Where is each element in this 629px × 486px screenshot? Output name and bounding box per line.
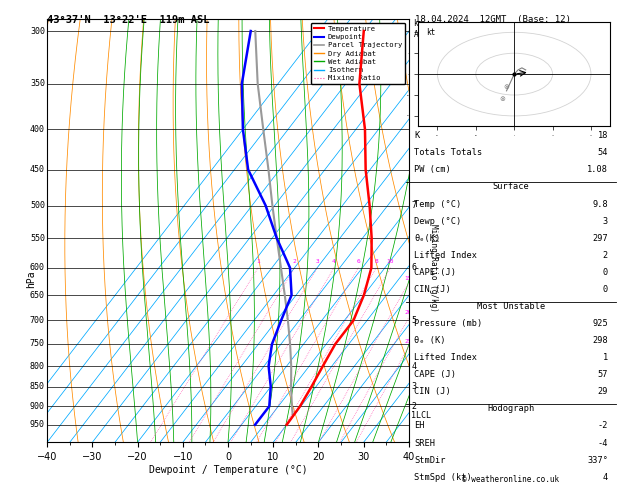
Text: 9.8: 9.8 [593,200,608,208]
Text: 350: 350 [30,79,45,88]
Text: Lifted Index: Lifted Index [414,251,477,260]
Text: 15: 15 [404,276,411,281]
Text: 29: 29 [598,387,608,396]
Text: 20: 20 [404,310,412,315]
Text: 6: 6 [411,263,416,272]
Text: -4: -4 [598,438,608,448]
Text: 300: 300 [30,27,45,35]
Text: 2: 2 [603,251,608,260]
Text: Dewp (°C): Dewp (°C) [414,217,462,226]
Text: K: K [414,131,420,140]
Text: 750: 750 [30,340,45,348]
Text: 500: 500 [30,201,45,210]
Text: km
ASL: km ASL [413,19,427,39]
Text: 297: 297 [593,234,608,243]
Text: 18: 18 [598,131,608,140]
Text: Mixing Ratio (g/kg): Mixing Ratio (g/kg) [429,224,438,312]
Text: 900: 900 [30,402,45,411]
Text: 7: 7 [411,201,416,210]
Text: 950: 950 [30,420,45,429]
Text: ⊗: ⊗ [500,96,506,102]
Text: Most Unstable: Most Unstable [477,302,545,311]
Text: -2: -2 [598,421,608,431]
Text: 650: 650 [30,291,45,299]
Text: Surface: Surface [493,182,530,191]
Text: 800: 800 [30,362,45,370]
Text: 6: 6 [357,260,360,264]
Text: StmDir: StmDir [414,455,445,465]
Text: 18.04.2024  12GMT  (Base: 12): 18.04.2024 12GMT (Base: 12) [415,15,571,24]
Text: 337°: 337° [587,455,608,465]
Text: Lifted Index: Lifted Index [414,353,477,362]
Text: kt: kt [426,28,435,37]
Text: 2: 2 [293,260,297,264]
Text: 3: 3 [316,260,320,264]
Legend: Temperature, Dewpoint, Parcel Trajectory, Dry Adiabat, Wet Adiabat, Isotherm, Mi: Temperature, Dewpoint, Parcel Trajectory… [311,23,405,84]
Text: PW (cm): PW (cm) [414,165,451,174]
X-axis label: Dewpoint / Temperature (°C): Dewpoint / Temperature (°C) [148,465,308,475]
Text: 400: 400 [30,125,45,134]
Text: EH: EH [414,421,425,431]
Text: 2: 2 [411,402,416,411]
Text: 5: 5 [411,316,416,325]
Text: 8: 8 [374,260,378,264]
Text: CIN (J): CIN (J) [414,285,451,294]
Text: 925: 925 [593,319,608,328]
Text: ⊗: ⊗ [504,84,509,89]
Text: hPa: hPa [26,270,36,288]
Text: StmSpd (kt): StmSpd (kt) [414,473,472,482]
Text: 4: 4 [603,473,608,482]
Text: 0: 0 [603,268,608,277]
Text: 4: 4 [332,260,336,264]
Text: CAPE (J): CAPE (J) [414,370,456,379]
Text: 1.08: 1.08 [587,165,608,174]
Text: CAPE (J): CAPE (J) [414,268,456,277]
Text: θₑ (K): θₑ (K) [414,336,445,345]
Text: 25: 25 [404,339,412,344]
Text: 0: 0 [603,285,608,294]
Text: 600: 600 [30,263,45,272]
Text: θₑ(K): θₑ(K) [414,234,440,243]
Text: 298: 298 [593,336,608,345]
Text: 10: 10 [387,260,394,264]
Text: 3: 3 [603,217,608,226]
Text: 1LCL: 1LCL [411,411,431,420]
Text: 550: 550 [30,234,45,243]
Text: 850: 850 [30,382,45,391]
Text: 57: 57 [598,370,608,379]
Text: Hodograph: Hodograph [487,404,535,414]
Text: 1: 1 [603,353,608,362]
Text: 4: 4 [411,362,416,370]
Text: CIN (J): CIN (J) [414,387,451,396]
Text: SREH: SREH [414,438,435,448]
Text: Totals Totals: Totals Totals [414,148,482,157]
Text: 43°37'N  13°22'E  119m ASL: 43°37'N 13°22'E 119m ASL [47,15,209,25]
Text: 1: 1 [256,260,260,264]
Text: Temp (°C): Temp (°C) [414,200,462,208]
Text: © weatheronline.co.uk: © weatheronline.co.uk [462,474,559,484]
Text: Pressure (mb): Pressure (mb) [414,319,482,328]
Text: 700: 700 [30,316,45,325]
Text: 450: 450 [30,165,45,174]
Text: 3: 3 [411,382,416,391]
Text: 54: 54 [598,148,608,157]
